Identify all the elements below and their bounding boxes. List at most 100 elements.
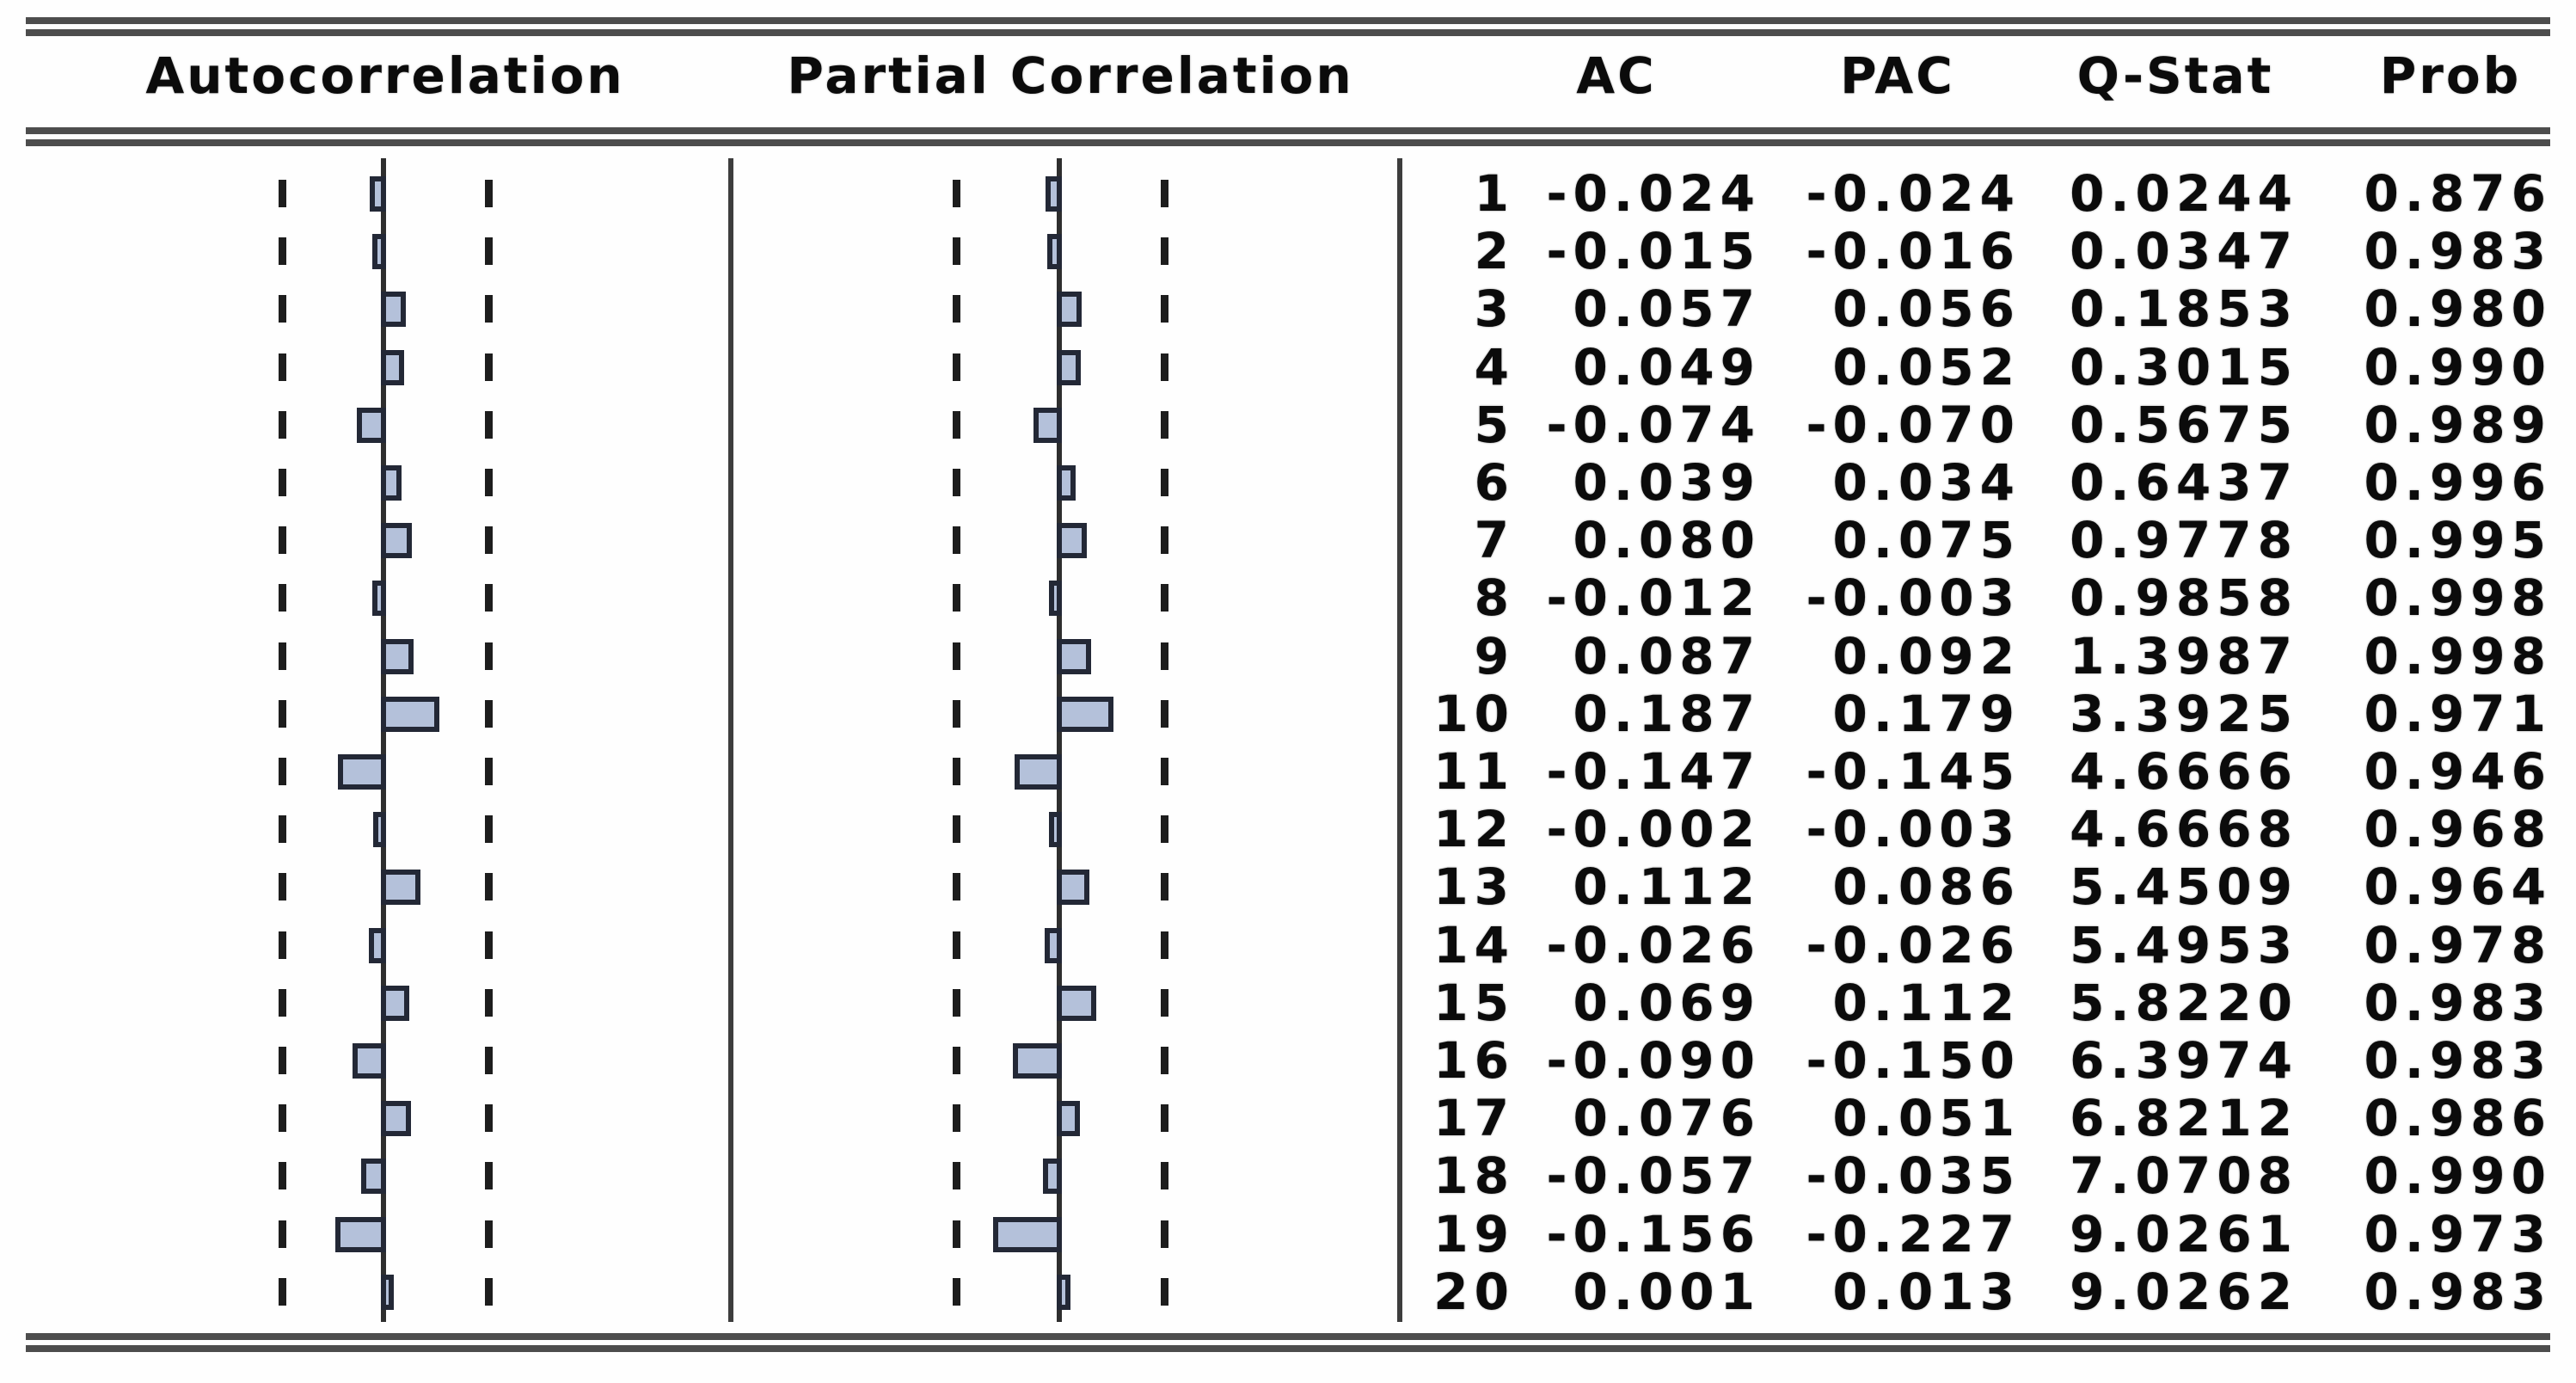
confidence-band-dash (952, 815, 960, 844)
confidence-band-dash (278, 237, 286, 266)
correlogram-row: 1 -0.024 -0.024 0.0244 0.876 (0, 165, 2576, 223)
column-header-prob: Prob (2379, 46, 2522, 105)
confidence-band-dash (952, 295, 960, 323)
ac-bar (360, 1159, 386, 1195)
q-stat-cell: 6.8212 (2070, 1089, 2298, 1148)
pac-cell: -0.026 (1806, 915, 2021, 974)
correlogram-row: 16 -0.090 -0.150 6.3974 0.983 (0, 1032, 2576, 1090)
prob-cell: 0.983 (2364, 1031, 2552, 1090)
pac-cell: 0.052 (1832, 337, 2021, 396)
pac-cell: -0.003 (1806, 800, 2021, 859)
ac-cell: 0.001 (1573, 1262, 1761, 1321)
lag-cell: 4 (1474, 337, 1515, 396)
pac-bar (1057, 292, 1082, 328)
column-header-pac: PAC (1840, 46, 1955, 105)
ac-cell: -0.147 (1546, 742, 1761, 801)
confidence-band-dash (484, 410, 493, 439)
confidence-band-dash (484, 1277, 493, 1306)
prob-cell: 0.973 (2364, 1204, 2552, 1263)
confidence-band-dash (952, 1277, 960, 1306)
ac-cell: 0.087 (1573, 626, 1761, 685)
confidence-band-dash (952, 931, 960, 959)
q-stat-cell: 0.0347 (2070, 222, 2298, 281)
section-divider-ac-pac (728, 158, 733, 1322)
ac-cell: 0.049 (1573, 337, 1761, 396)
lag-cell: 17 (1433, 1089, 1515, 1148)
q-stat-cell: 0.5675 (2070, 395, 2298, 454)
ac-cell: -0.026 (1546, 915, 1761, 974)
pac-bar (1045, 176, 1062, 212)
header-divider (26, 127, 2550, 146)
q-stat-cell: 6.3974 (2070, 1031, 2298, 1090)
correlogram-row: 8 -0.012 -0.003 0.9858 0.998 (0, 569, 2576, 627)
confidence-band-dash (952, 873, 960, 901)
ac-bar (381, 870, 420, 906)
pac-cell: 0.092 (1832, 626, 2021, 685)
prob-cell: 0.983 (2364, 973, 2552, 1032)
pac-chart-zero-axis (1057, 158, 1062, 1322)
pac-cell: -0.016 (1806, 222, 2021, 281)
top-border (26, 17, 2550, 36)
prob-cell: 0.983 (2364, 222, 2552, 281)
q-stat-cell: 0.0244 (2070, 164, 2298, 223)
confidence-band-dash (1160, 526, 1168, 555)
pac-bar (1057, 696, 1113, 732)
correlogram-row: 3 0.057 0.056 0.1853 0.980 (0, 280, 2576, 338)
ac-cell: 0.187 (1573, 684, 1761, 743)
confidence-band-dash (1160, 295, 1168, 323)
correlogram-row: 12 -0.002 -0.003 4.6668 0.968 (0, 801, 2576, 858)
lag-cell: 14 (1433, 915, 1515, 974)
confidence-band-dash (278, 988, 286, 1017)
confidence-band-dash (1160, 353, 1168, 381)
ac-cell: -0.057 (1546, 1146, 1761, 1206)
prob-cell: 0.995 (2364, 511, 2552, 570)
confidence-band-dash (1160, 988, 1168, 1017)
confidence-band-dash (484, 758, 493, 785)
pac-cell: 0.086 (1832, 857, 2021, 917)
confidence-band-dash (278, 758, 286, 785)
confidence-band-dash (952, 699, 960, 728)
lag-cell: 7 (1474, 511, 1515, 570)
confidence-band-dash (484, 180, 493, 207)
pac-bar (1057, 523, 1087, 559)
pac-cell: 0.056 (1832, 280, 2021, 339)
correlogram-row: 6 0.039 0.034 0.6437 0.996 (0, 454, 2576, 512)
lag-cell: 1 (1474, 164, 1515, 223)
pac-bar (992, 1216, 1062, 1252)
confidence-band-dash (952, 642, 960, 670)
confidence-band-dash (952, 988, 960, 1017)
q-stat-cell: 9.0262 (2070, 1262, 2298, 1321)
lag-cell: 2 (1474, 222, 1515, 281)
confidence-band-dash (952, 758, 960, 785)
lag-cell: 10 (1433, 684, 1515, 743)
q-stat-cell: 5.8220 (2070, 973, 2298, 1032)
prob-cell: 0.996 (2364, 453, 2552, 512)
q-stat-cell: 9.0261 (2070, 1204, 2298, 1263)
confidence-band-dash (278, 410, 286, 439)
confidence-band-dash (484, 1220, 493, 1248)
prob-cell: 0.876 (2364, 164, 2552, 223)
q-stat-cell: 0.6437 (2070, 453, 2298, 512)
confidence-band-dash (484, 642, 493, 670)
ac-bar (381, 638, 414, 674)
confidence-band-dash (484, 295, 493, 323)
pac-cell: -0.070 (1806, 395, 2021, 454)
pac-cell: -0.035 (1806, 1146, 2021, 1206)
ac-bar (381, 985, 409, 1021)
confidence-band-dash (278, 873, 286, 901)
ac-bar (381, 1101, 411, 1137)
lag-cell: 5 (1474, 395, 1515, 454)
confidence-band-dash (484, 931, 493, 959)
confidence-band-dash (278, 584, 286, 612)
correlogram-row: 9 0.087 0.092 1.3987 0.998 (0, 626, 2576, 685)
ac-bar (353, 1043, 386, 1079)
ac-cell: -0.012 (1546, 569, 1761, 628)
correlogram-row: 14 -0.026 -0.026 5.4953 0.978 (0, 915, 2576, 974)
lag-cell: 15 (1433, 973, 1515, 1032)
prob-cell: 0.983 (2364, 1262, 2552, 1321)
confidence-band-dash (278, 295, 286, 323)
bottom-border (26, 1333, 2550, 1352)
confidence-band-dash (952, 353, 960, 381)
lag-cell: 16 (1433, 1031, 1515, 1090)
lag-cell: 19 (1433, 1204, 1515, 1263)
